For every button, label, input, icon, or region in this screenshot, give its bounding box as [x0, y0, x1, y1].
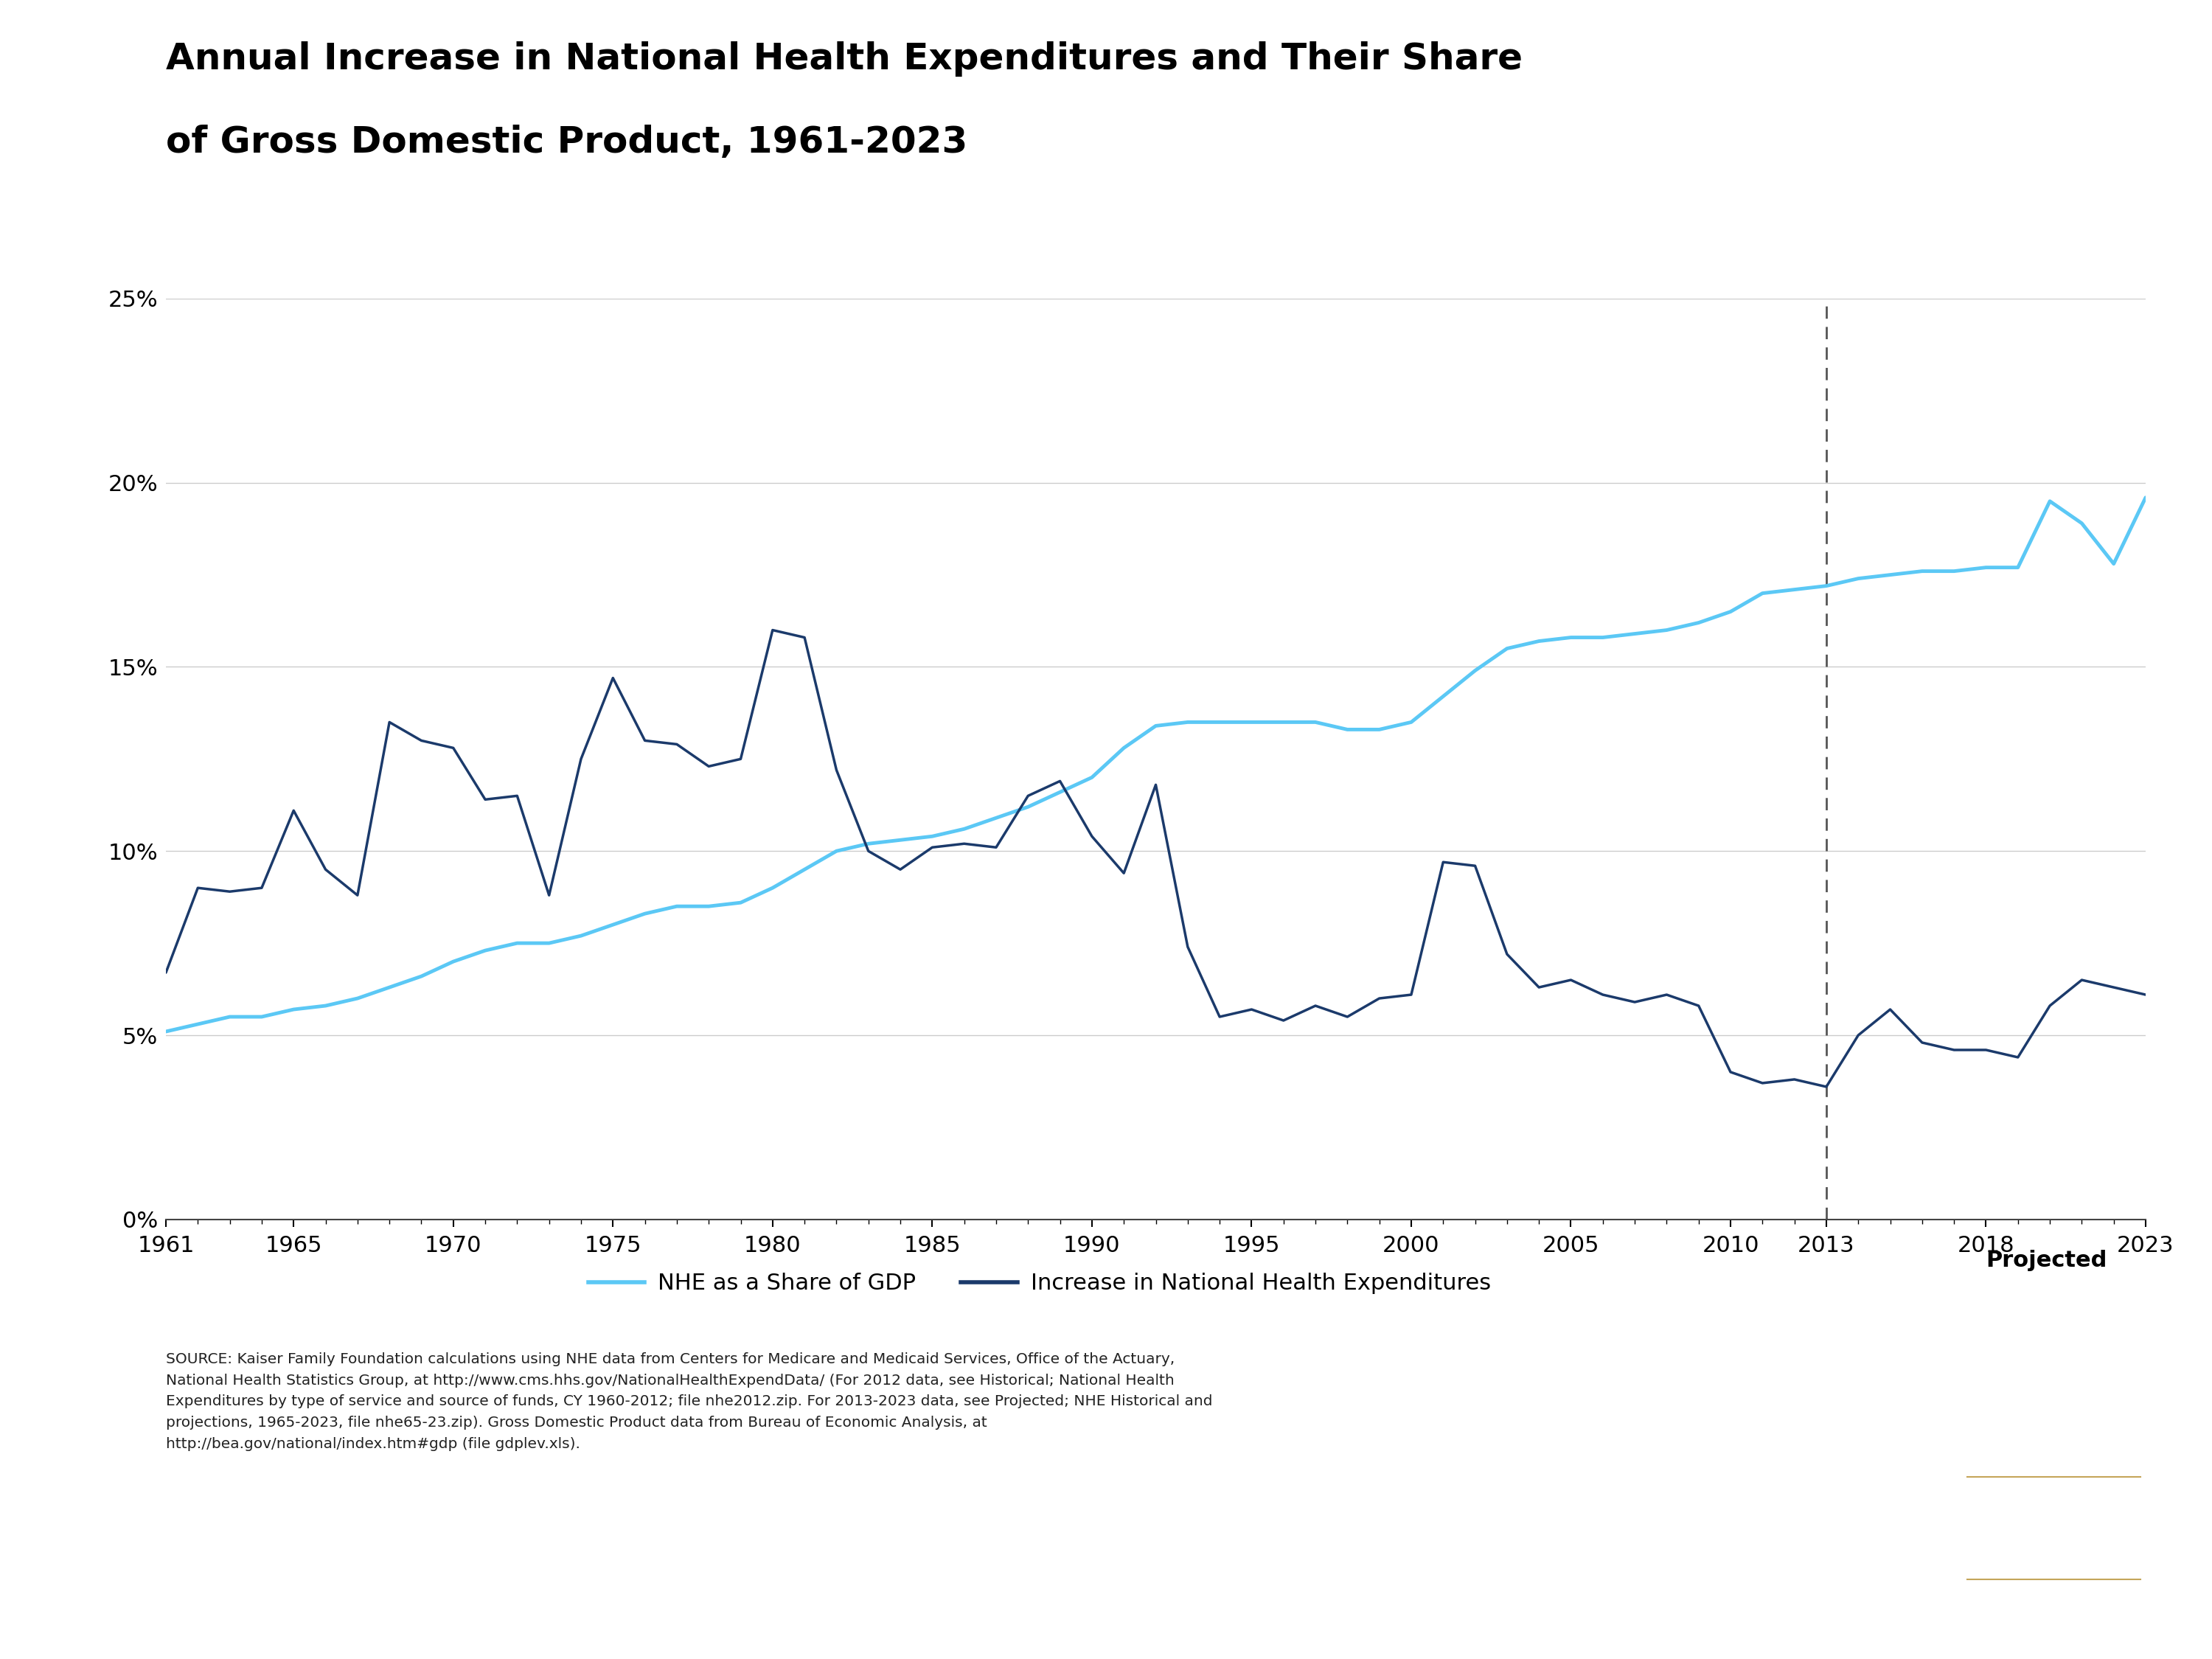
Text: Annual Increase in National Health Expenditures and Their Share: Annual Increase in National Health Expen…: [166, 41, 1522, 76]
Text: SOURCE: Kaiser Family Foundation calculations using NHE data from Centers for Me: SOURCE: Kaiser Family Foundation calcula…: [166, 1352, 1212, 1452]
Text: KAISER: KAISER: [2015, 1498, 2093, 1518]
Text: of Gross Domestic Product, 1961-2023: of Gross Domestic Product, 1961-2023: [166, 124, 967, 159]
Text: FOUNDATION: FOUNDATION: [2022, 1606, 2086, 1616]
Text: THE HENRY J.: THE HENRY J.: [2022, 1450, 2086, 1458]
Legend: NHE as a Share of GDP, Increase in National Health Expenditures: NHE as a Share of GDP, Increase in Natio…: [580, 1264, 1500, 1304]
Text: Projected: Projected: [1986, 1251, 2106, 1271]
Text: FAMILY: FAMILY: [2015, 1543, 2093, 1563]
